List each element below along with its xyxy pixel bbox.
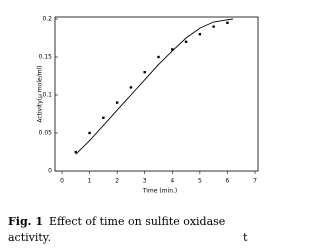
data-point: [184, 40, 188, 43]
x-tick-label: 7: [253, 178, 257, 185]
data-point: [102, 116, 105, 119]
data-point: [143, 71, 146, 74]
caption-text: Effect of time on sulfite oxidase: [49, 215, 225, 228]
y-axis-label: Activity(µ mole/ml): [37, 65, 44, 122]
y-tick-label: 0.1: [42, 92, 52, 99]
x-tick-label: 3: [143, 178, 147, 185]
x-tick-label: 1: [88, 178, 92, 185]
data-point: [171, 48, 174, 51]
margin-text: t: [243, 231, 248, 244]
data-point: [198, 33, 202, 36]
x-tick-label: 6: [226, 178, 230, 185]
data-point: [129, 86, 133, 89]
data-point: [212, 25, 215, 28]
fit-curve: [75, 18, 233, 155]
x-tick-label: 2: [115, 178, 119, 185]
data-point: [88, 131, 91, 135]
y-tick-label: 0.2: [42, 16, 52, 23]
caption-label: Fig. 1: [8, 215, 43, 228]
plot-frame: [54, 16, 259, 172]
data-point: [74, 150, 77, 154]
data-point: [157, 55, 160, 59]
data-point: [115, 101, 119, 104]
y-tick-label: 0.15: [39, 54, 53, 61]
figure: Activity(µ mole/ml) Time (min.) Fig. 1 E…: [8, 16, 259, 244]
data-point: [226, 21, 229, 24]
x-tick-label: 4: [170, 178, 174, 185]
x-axis-label: Time (min.): [142, 188, 178, 195]
y-tick-label: 0: [48, 168, 52, 175]
y-tick-label: 0.05: [39, 130, 53, 137]
x-tick-label: 0: [60, 178, 64, 185]
caption-text: activity.: [8, 231, 51, 244]
x-tick-label: 5: [198, 178, 202, 185]
